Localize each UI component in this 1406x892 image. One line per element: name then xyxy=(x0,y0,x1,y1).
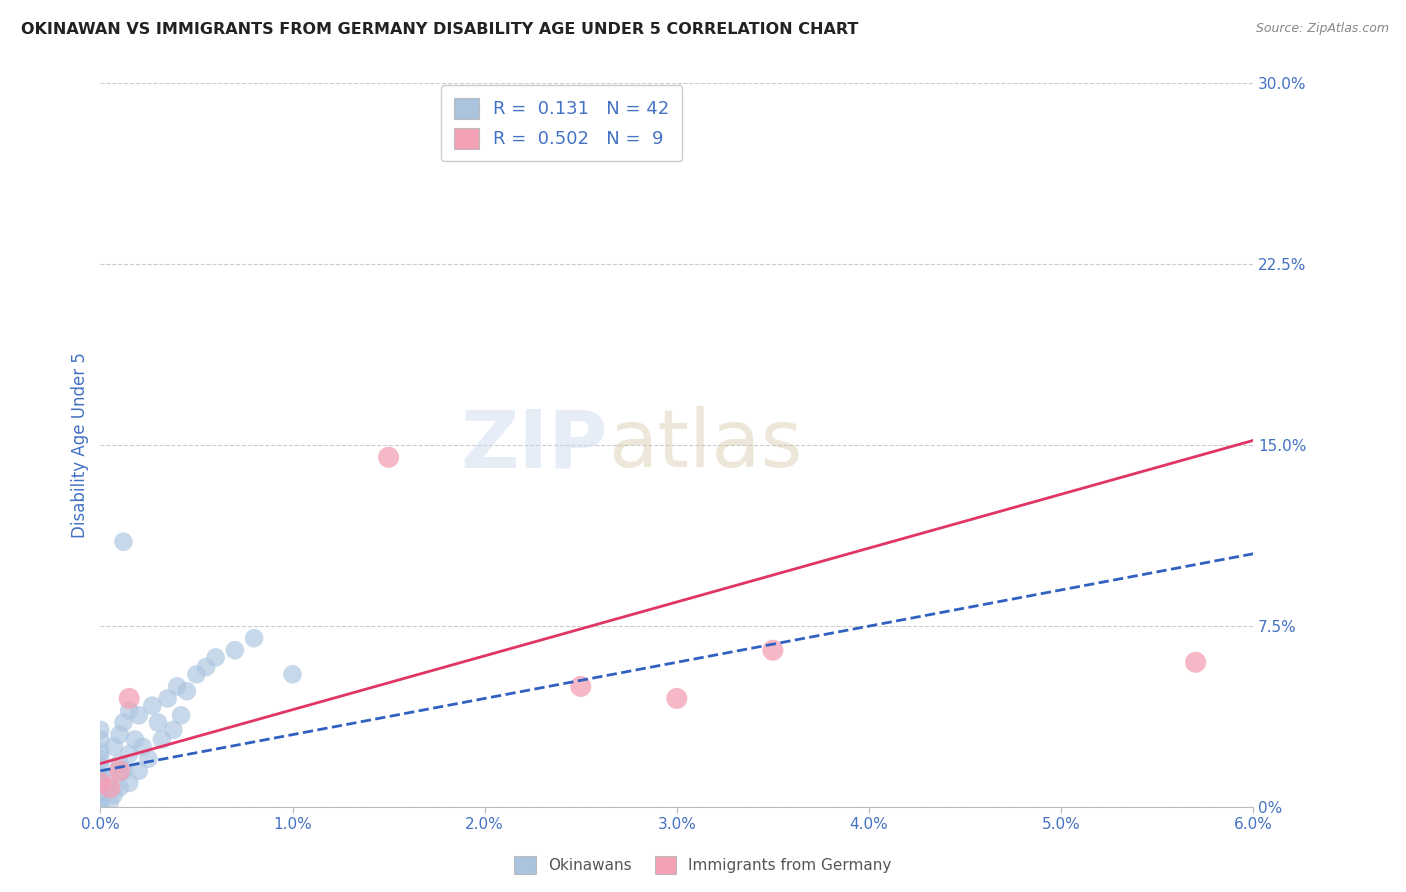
Point xyxy=(128,764,150,778)
Point xyxy=(108,764,131,778)
Point xyxy=(112,764,135,778)
Point xyxy=(118,691,141,706)
Point xyxy=(98,795,121,809)
Text: atlas: atlas xyxy=(607,406,801,484)
Point xyxy=(112,715,135,730)
Point xyxy=(89,732,111,747)
Point xyxy=(569,679,592,693)
Point xyxy=(377,450,399,465)
Point xyxy=(89,793,111,807)
Point xyxy=(156,691,179,706)
Point xyxy=(150,732,173,747)
Point xyxy=(118,747,141,761)
Point xyxy=(131,739,153,754)
Point xyxy=(89,776,111,790)
Point xyxy=(146,715,169,730)
Point xyxy=(1184,655,1206,669)
Point xyxy=(98,780,121,795)
Legend: R =  0.131   N = 42, R =  0.502   N =  9: R = 0.131 N = 42, R = 0.502 N = 9 xyxy=(441,86,682,161)
Point xyxy=(89,745,111,759)
Point xyxy=(762,643,785,657)
Point xyxy=(243,631,266,645)
Point xyxy=(138,752,160,766)
Legend: Okinawans, Immigrants from Germany: Okinawans, Immigrants from Germany xyxy=(509,850,897,880)
Point xyxy=(128,708,150,723)
Point xyxy=(89,800,111,814)
Point xyxy=(195,660,218,674)
Text: OKINAWAN VS IMMIGRANTS FROM GERMANY DISABILITY AGE UNDER 5 CORRELATION CHART: OKINAWAN VS IMMIGRANTS FROM GERMANY DISA… xyxy=(21,22,859,37)
Point xyxy=(118,704,141,718)
Point xyxy=(103,788,125,802)
Point xyxy=(89,776,111,790)
Point xyxy=(204,650,226,665)
Point xyxy=(124,732,146,747)
Point xyxy=(108,756,131,771)
Point xyxy=(118,776,141,790)
Text: ZIP: ZIP xyxy=(460,406,607,484)
Point xyxy=(281,667,304,681)
Point xyxy=(176,684,198,698)
Point xyxy=(665,691,688,706)
Point xyxy=(89,752,111,766)
Point xyxy=(170,708,193,723)
Point xyxy=(108,728,131,742)
Point xyxy=(89,769,111,783)
Point xyxy=(98,771,121,785)
Point xyxy=(166,679,188,693)
Point xyxy=(141,698,163,713)
Point xyxy=(89,785,111,799)
Point xyxy=(108,780,131,795)
Point xyxy=(112,534,135,549)
Point xyxy=(89,759,111,773)
Point xyxy=(186,667,208,681)
Point xyxy=(162,723,184,737)
Y-axis label: Disability Age Under 5: Disability Age Under 5 xyxy=(72,352,89,538)
Point xyxy=(89,723,111,737)
Point xyxy=(103,739,125,754)
Point xyxy=(224,643,246,657)
Text: Source: ZipAtlas.com: Source: ZipAtlas.com xyxy=(1256,22,1389,36)
